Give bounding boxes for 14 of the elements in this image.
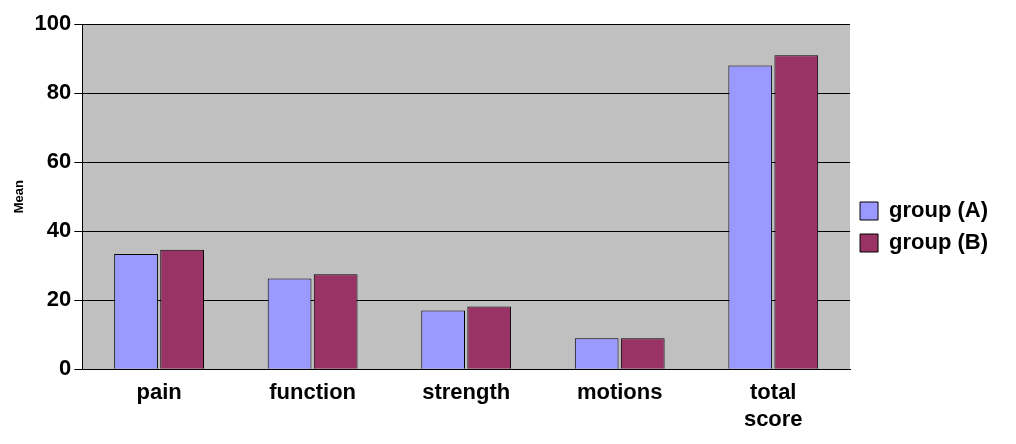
y-tick-label: 20 — [46, 286, 72, 312]
y-tick-label: 0 — [59, 355, 72, 381]
x-tick-label: strength — [422, 379, 511, 405]
y-tick-label: 40 — [46, 217, 72, 243]
y-tick-label: 80 — [46, 79, 72, 105]
y-tick-label: 60 — [46, 148, 72, 174]
x-tick-label: function — [269, 379, 357, 405]
legend-label: group (B) — [889, 229, 988, 255]
y-tick-label: 100 — [34, 10, 72, 36]
x-tick-label: motions — [576, 379, 663, 405]
y-axis-title: Mean — [11, 180, 27, 214]
x-tick-label: pain — [136, 379, 182, 405]
x-tick-label: total score — [743, 379, 803, 431]
legend-label: group (A) — [889, 197, 988, 223]
